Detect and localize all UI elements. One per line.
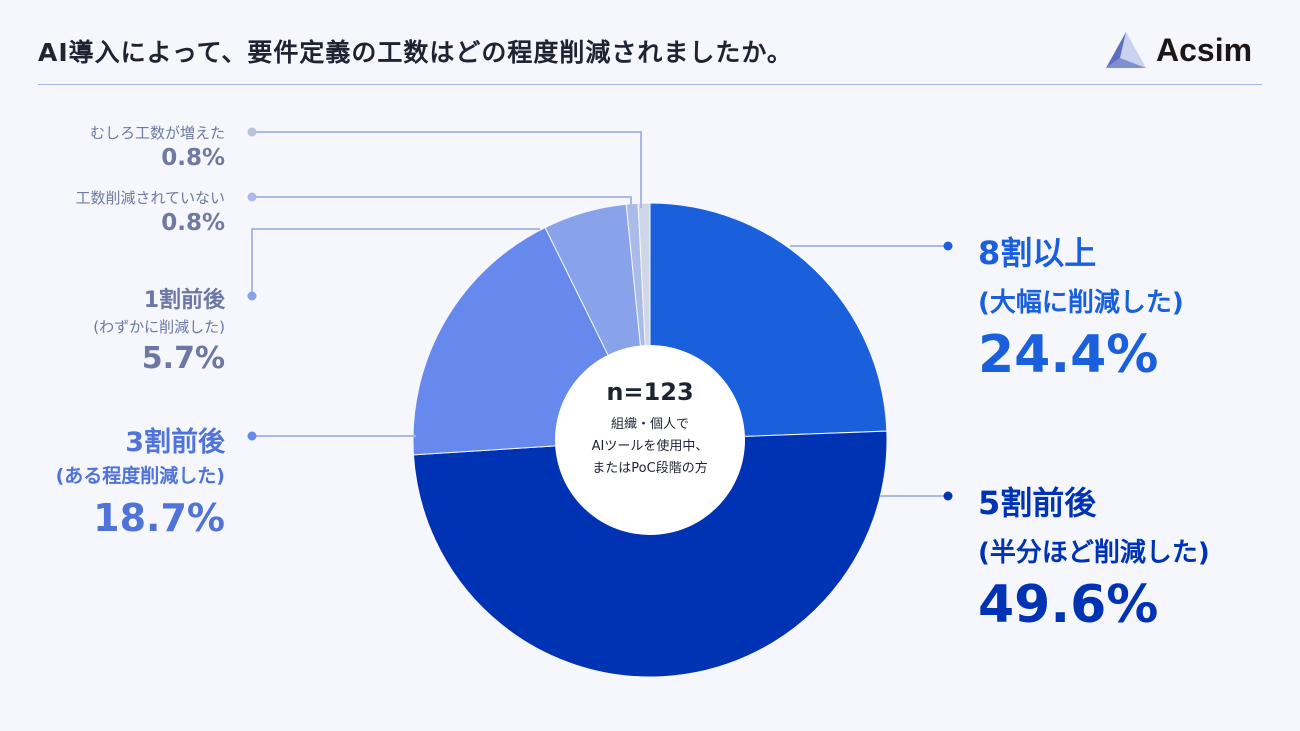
center-note-line: 組織・個人で [610, 417, 689, 432]
logo-triangle-icon [1106, 32, 1146, 68]
slice-value: 0.8% [161, 210, 225, 236]
slice-label: 工数削減されていない [75, 189, 225, 207]
leader-line-10 [251, 228, 540, 296]
leader-line-none [252, 196, 632, 208]
slice-value: 5.7% [141, 341, 225, 376]
slice-sub: (わずかに削減した) [93, 318, 225, 336]
sample-size: n=123 [606, 378, 694, 406]
leader-dot [247, 192, 257, 202]
title-divider [38, 84, 1262, 85]
slice-sub: (大幅に削減した) [978, 288, 1184, 318]
slice-value: 0.8% [161, 145, 225, 171]
slice-value: 24.4% [978, 325, 1159, 385]
chart-title: AI導入によって、要件定義の工数はどの程度削減されましたか。 [38, 38, 793, 67]
leader-dot [247, 431, 257, 441]
leader-lines [251, 131, 948, 497]
label-50: 5割前後 (半分ほど削減した) 49.6% [978, 478, 1210, 635]
slice-label: 8割以上 [978, 234, 1097, 272]
slice-label: 1割前後 [143, 288, 225, 313]
slice-label: 3割前後 [125, 427, 225, 458]
donut-slice [412, 430, 888, 678]
leader-dot [247, 291, 257, 301]
logo-text: Acsim [1156, 31, 1253, 68]
center-note-line: またはPoC段階の方 [592, 461, 708, 476]
donut-hole [555, 345, 745, 535]
slice-sub: (半分ほど削減した) [978, 538, 1210, 568]
slice-value: 18.7% [93, 496, 225, 540]
slice-label: 5割前後 [978, 484, 1097, 522]
label-80: 8割以上 (大幅に削減した) 24.4% [978, 228, 1184, 385]
label-10: 1割前後 (わずかに削減した) 5.7% [0, 282, 225, 376]
label-none: 工数削減されていない 0.8% [0, 187, 225, 236]
logo: Acsim [1104, 30, 1252, 70]
center-label: n=123 組織・個人で AIツールを使用中、 またはPoC段階の方 [555, 345, 745, 535]
slice-label: むしろ工数が増えた [89, 124, 225, 142]
leader-dot [943, 241, 953, 251]
leader-dot [247, 127, 257, 137]
label-30: 3割前後 (ある程度削減した) 18.7% [0, 420, 225, 540]
label-increased: むしろ工数が増えた 0.8% [0, 122, 225, 171]
leader-dots [247, 127, 953, 501]
leader-dot [943, 491, 953, 501]
leader-line-increased [252, 131, 642, 208]
slice-value: 49.6% [978, 575, 1159, 635]
center-note-line: AIツールを使用中、 [591, 439, 709, 454]
slice-sub: (ある程度削減した) [55, 465, 225, 487]
